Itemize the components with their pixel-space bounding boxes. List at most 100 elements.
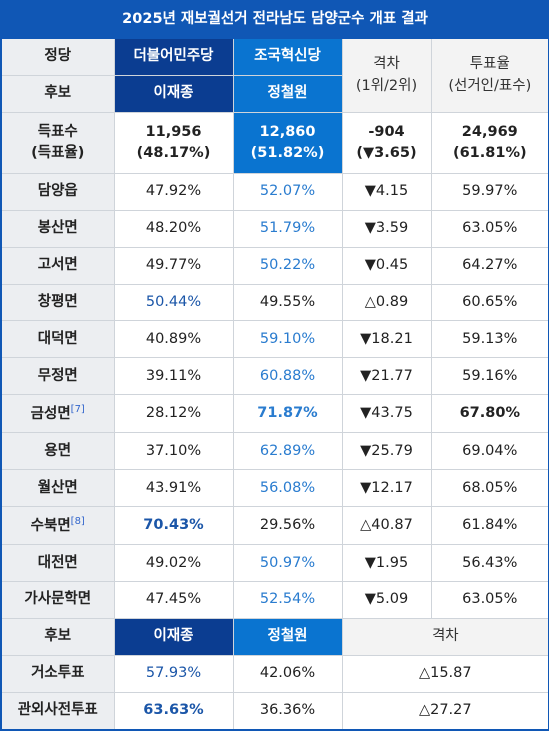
region: 수북면	[30, 517, 71, 534]
label: (1위/2위)	[355, 77, 418, 94]
table-row: 대덕면 40.89% 59.10% ▼18.21 59.13%	[0, 320, 549, 359]
cell: 56.43%	[430, 544, 549, 583]
table-row: 후보 이재종 정철원	[0, 75, 549, 113]
table-row: 고서면 49.77% 50.22% ▼0.45 64.27%	[0, 246, 549, 285]
cell: ▼3.59	[341, 209, 432, 248]
cell: 59.16%	[430, 357, 549, 396]
table-row: 무정면 39.11% 60.88% ▼21.77 59.16%	[0, 357, 549, 396]
cell: 52.54%	[232, 581, 343, 619]
cell: (51.82%)	[250, 145, 325, 161]
cell: -904	[368, 123, 405, 140]
cell: (득표율)	[31, 145, 85, 161]
cell: ▼43.75	[341, 394, 432, 434]
table-row: 후보 이재종 정철원 격차	[0, 617, 549, 656]
cell: (▼3.65)	[356, 145, 417, 161]
cell: ▼25.79	[341, 432, 432, 471]
cell: 정철원	[232, 617, 343, 656]
cell: 47.92%	[113, 173, 234, 211]
cell: 후보	[0, 617, 115, 656]
cell: 63.05%	[430, 209, 549, 248]
cell: 격차	[341, 617, 549, 656]
cell: 59.10%	[232, 320, 343, 359]
cell: 용면	[0, 432, 115, 471]
cell: 56.08%	[232, 469, 343, 507]
cell: △15.87	[341, 654, 549, 693]
cell: 관외사전투표	[0, 691, 115, 731]
cell: 52.07%	[232, 173, 343, 211]
cell: 대전면	[0, 544, 115, 583]
footnote: [7]	[70, 403, 85, 415]
region: 금성면	[30, 405, 71, 422]
cell: 29.56%	[232, 505, 343, 546]
cell: 12,860	[259, 123, 316, 140]
cell: ▼21.77	[341, 357, 432, 396]
table-row: 가사문학면 47.45% 52.54% ▼5.09 63.05%	[0, 581, 549, 619]
table-row: 거소투표 57.93% 42.06% △15.87	[0, 654, 549, 693]
total-cell: -904 (▼3.65)	[341, 112, 432, 174]
cell: △40.87	[341, 505, 432, 546]
table-row: 득표수 (득표율) 11,956 (48.17%) 12,860 (51.82%) -…	[0, 112, 549, 174]
cell: ▼1.95	[341, 544, 432, 583]
cell: 61.84%	[430, 505, 549, 546]
cell: 71.87%	[232, 394, 343, 434]
table-row: 월산면 43.91% 56.08% ▼12.17 68.05%	[0, 469, 549, 507]
cell: 64.27%	[430, 246, 549, 285]
margin-header: 격차 (1위/2위)	[341, 38, 432, 113]
total-cell: 12,860 (51.82%)	[232, 112, 343, 174]
cell: 고서면	[0, 246, 115, 285]
candidate: 정철원	[232, 75, 343, 113]
cell: 대덕면	[0, 320, 115, 359]
row-name: 금성면[7]	[0, 394, 115, 434]
total-label: 득표수 (득표율)	[0, 112, 115, 174]
cell: 67.80%	[430, 394, 549, 434]
footnote: [8]	[70, 515, 85, 527]
cell: (61.81%)	[452, 145, 527, 161]
candidate-label: 후보	[0, 75, 115, 113]
cell: 담양읍	[0, 173, 115, 211]
cell: 득표수	[37, 123, 78, 140]
cell: 49.02%	[113, 544, 234, 583]
table-row: 봉산면 48.20% 51.79% ▼3.59 63.05%	[0, 209, 549, 248]
cell: 거소투표	[0, 654, 115, 693]
table-row: 수북면[8] 70.43% 29.56% △40.87 61.84%	[0, 505, 549, 546]
candidate: 이재종	[113, 75, 234, 113]
table-row: 용면 37.10% 62.89% ▼25.79 69.04%	[0, 432, 549, 471]
cell: 57.93%	[113, 654, 234, 693]
cell: 39.11%	[113, 357, 234, 396]
table-row: 관외사전투표 63.63% 36.36% △27.27	[0, 691, 549, 731]
cell: 59.13%	[430, 320, 549, 359]
cell: 봉산면	[0, 209, 115, 248]
cell: △27.27	[341, 691, 549, 731]
cell: 37.10%	[113, 432, 234, 471]
cell: 28.12%	[113, 394, 234, 434]
table-row: 2025년 재보궐선거 전라남도 담양군수 개표 결과	[0, 0, 549, 39]
cell: ▼18.21	[341, 320, 432, 359]
cell: 월산면	[0, 469, 115, 507]
cell: ▼12.17	[341, 469, 432, 507]
cell: 이재종	[113, 617, 234, 656]
cell: 가사문학면	[0, 581, 115, 619]
cell: 59.97%	[430, 173, 549, 211]
cell: 63.05%	[430, 581, 549, 619]
label: 투표율	[469, 56, 510, 73]
label: 격차	[373, 56, 400, 73]
total-cell: 24,969 (61.81%)	[430, 112, 549, 174]
table-row: 대전면 49.02% 50.97% ▼1.95 56.43%	[0, 544, 549, 583]
cell: 70.43%	[113, 505, 234, 546]
cell: 11,956	[145, 123, 202, 140]
cell: 40.89%	[113, 320, 234, 359]
cell: (48.17%)	[136, 145, 211, 161]
cell: ▼0.45	[341, 246, 432, 285]
cell: 47.45%	[113, 581, 234, 619]
cell: ▼4.15	[341, 173, 432, 211]
cell: 24,969	[461, 123, 518, 140]
cell: 50.22%	[232, 246, 343, 285]
cell: 48.20%	[113, 209, 234, 248]
cell: 무정면	[0, 357, 115, 396]
cell: 36.36%	[232, 691, 343, 731]
cell: 49.55%	[232, 283, 343, 322]
cell: 69.04%	[430, 432, 549, 471]
cell: 43.91%	[113, 469, 234, 507]
